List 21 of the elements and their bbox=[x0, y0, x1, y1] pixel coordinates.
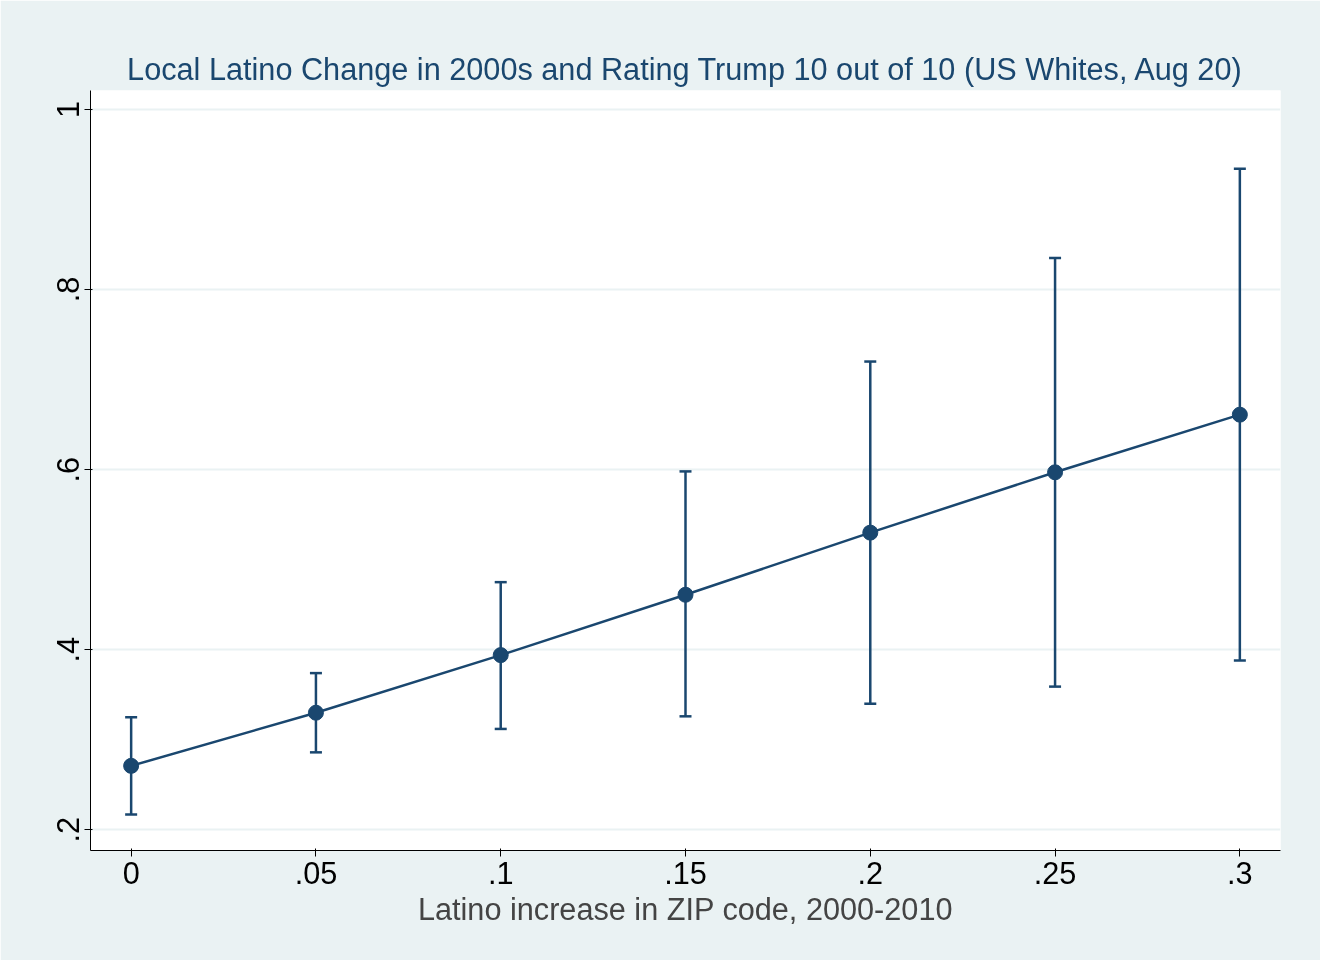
chart-title: Local Latino Change in 2000s and Rating Trump 10 out of 10 (US Whites, Aug 20) bbox=[127, 51, 1242, 87]
y-tick-label: .2 bbox=[51, 816, 86, 843]
x-tick-label: 0 bbox=[122, 855, 140, 890]
point bbox=[307, 704, 324, 721]
y-tick-label: 1 bbox=[51, 100, 86, 118]
point bbox=[123, 757, 140, 774]
point bbox=[492, 647, 509, 664]
x-tick-label: .05 bbox=[294, 855, 338, 890]
point bbox=[1231, 406, 1248, 423]
x-tick-label: .2 bbox=[857, 855, 884, 890]
point bbox=[1047, 464, 1064, 481]
x-tick-label: .15 bbox=[664, 855, 707, 890]
point bbox=[677, 586, 694, 603]
x-tick-label: .1 bbox=[487, 855, 514, 890]
x-tick-label: .3 bbox=[1227, 855, 1253, 890]
x-axis-title: Latino increase in ZIP code, 2000-2010 bbox=[417, 891, 953, 926]
y-tick-label: .8 bbox=[51, 276, 86, 303]
point bbox=[862, 524, 879, 541]
x-tick-label: .25 bbox=[1033, 855, 1077, 890]
y-tick-label: .4 bbox=[51, 636, 86, 663]
y-tick-label: .6 bbox=[51, 456, 86, 483]
